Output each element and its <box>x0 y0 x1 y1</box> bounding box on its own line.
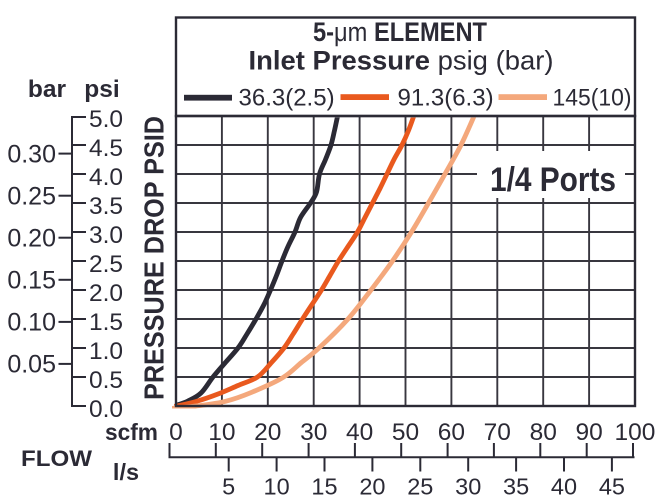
svg-text:0.25: 0.25 <box>7 183 56 211</box>
svg-text:2.0: 2.0 <box>89 280 123 307</box>
svg-text:100: 100 <box>615 419 656 446</box>
svg-text:80: 80 <box>530 419 557 446</box>
svg-text:l/s: l/s <box>113 459 139 485</box>
svg-text:4.5: 4.5 <box>89 135 123 162</box>
svg-text:5: 5 <box>222 474 235 500</box>
svg-text:25: 25 <box>407 474 433 500</box>
svg-text:PRESSURE DROP PSID: PRESSURE DROP PSID <box>139 116 170 400</box>
svg-text:0.30: 0.30 <box>7 140 56 168</box>
svg-text:0.15: 0.15 <box>7 267 56 295</box>
svg-text:70: 70 <box>484 419 511 446</box>
svg-text:5-μm ELEMENT: 5-μm ELEMENT <box>313 17 487 47</box>
svg-text:0.0: 0.0 <box>89 396 123 423</box>
svg-text:1/4 Ports: 1/4 Ports <box>490 161 616 199</box>
svg-text:50: 50 <box>392 419 419 446</box>
svg-text:3.0: 3.0 <box>89 222 123 249</box>
svg-text:40: 40 <box>346 419 373 446</box>
svg-text:0.5: 0.5 <box>89 367 123 394</box>
svg-text:scfm: scfm <box>105 419 158 445</box>
svg-text:90: 90 <box>575 419 602 446</box>
svg-text:1.5: 1.5 <box>89 309 123 336</box>
svg-text:10: 10 <box>264 474 290 500</box>
svg-text:20: 20 <box>359 474 385 500</box>
svg-text:2.5: 2.5 <box>89 251 123 278</box>
svg-text:Inlet Pressure psig (bar): Inlet Pressure psig (bar) <box>249 46 554 76</box>
svg-text:45: 45 <box>599 474 625 500</box>
svg-text:5.0: 5.0 <box>89 106 123 133</box>
svg-text:145(10): 145(10) <box>553 85 632 112</box>
svg-text:91.3(6.3): 91.3(6.3) <box>398 85 494 112</box>
svg-text:40: 40 <box>551 474 577 500</box>
svg-text:10: 10 <box>208 419 235 446</box>
svg-text:0.05: 0.05 <box>7 351 56 379</box>
svg-text:60: 60 <box>438 419 465 446</box>
svg-text:0.10: 0.10 <box>7 309 56 337</box>
svg-text:0.20: 0.20 <box>7 225 56 253</box>
svg-text:1.0: 1.0 <box>89 338 123 365</box>
svg-text:4.0: 4.0 <box>89 164 123 191</box>
svg-text:20: 20 <box>254 419 281 446</box>
svg-text:3.5: 3.5 <box>89 193 123 220</box>
svg-text:35: 35 <box>503 474 529 500</box>
svg-text:psi: psi <box>84 76 119 103</box>
svg-text:bar: bar <box>28 76 67 103</box>
svg-text:30: 30 <box>455 474 481 500</box>
svg-text:0: 0 <box>169 419 183 446</box>
svg-text:15: 15 <box>311 474 337 500</box>
svg-text:FLOW: FLOW <box>21 446 93 471</box>
svg-text:36.3(2.5): 36.3(2.5) <box>239 85 335 112</box>
svg-text:30: 30 <box>300 419 327 446</box>
